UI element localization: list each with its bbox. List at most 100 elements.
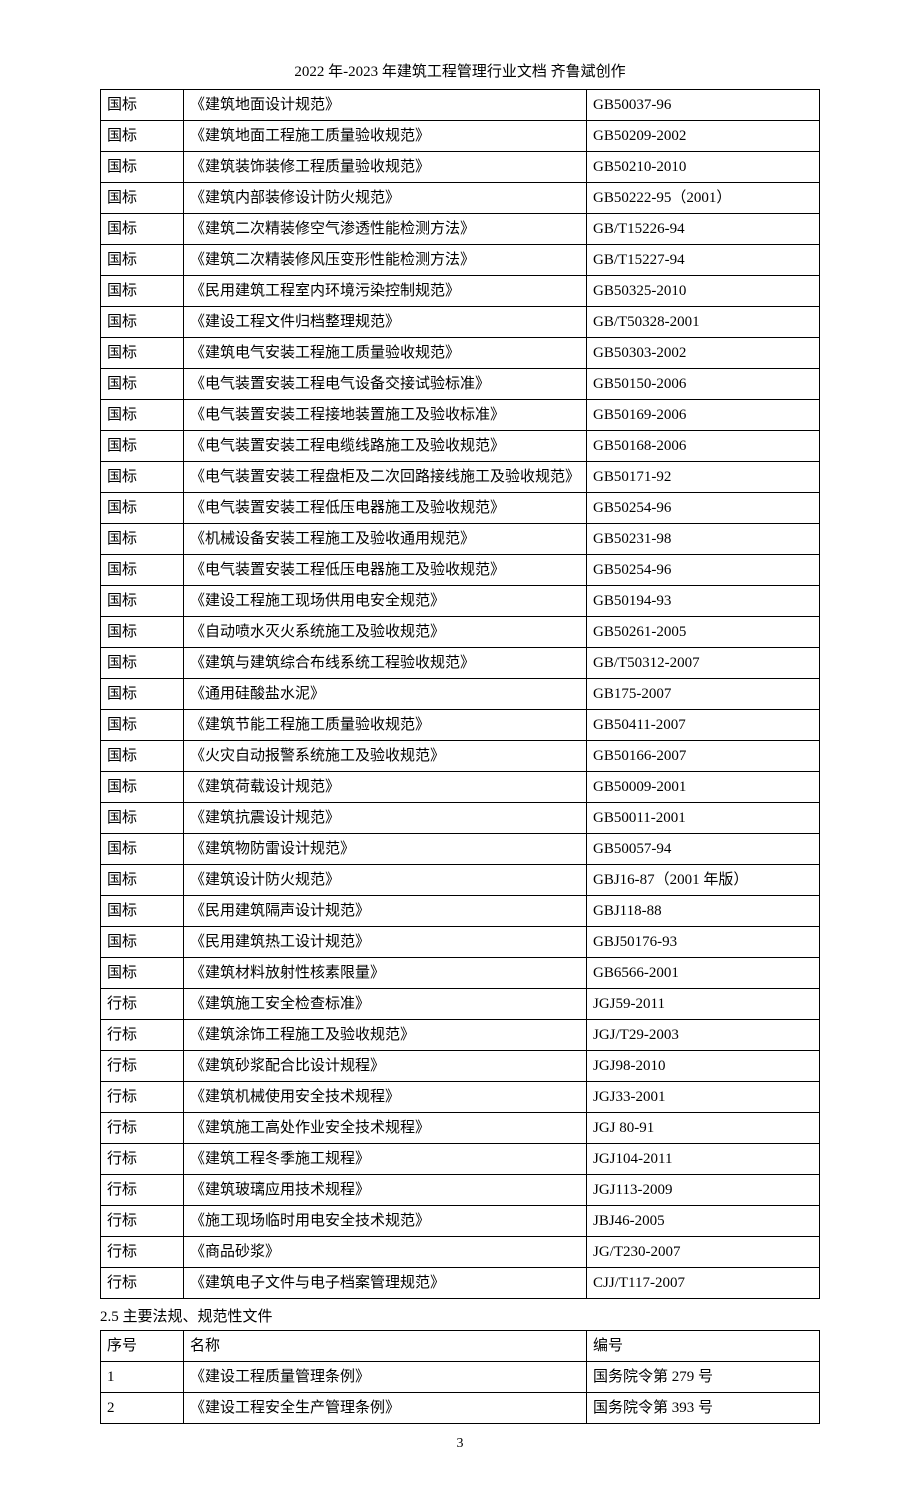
standard-type-cell: 国标 <box>101 400 184 431</box>
standard-name-cell: 《民用建筑热工设计规范》 <box>184 927 587 958</box>
table-row: 国标《民用建筑工程室内环境污染控制规范》GB50325-2010 <box>101 276 820 307</box>
table-row: 国标《建筑装饰装修工程质量验收规范》GB50210-2010 <box>101 152 820 183</box>
standard-code-cell: GBJ16-87（2001 年版） <box>587 865 820 896</box>
standard-name-cell: 《建筑机械使用安全技术规程》 <box>184 1082 587 1113</box>
standard-type-cell: 国标 <box>101 958 184 989</box>
table-row: 国标《通用硅酸盐水泥》GB175-2007 <box>101 679 820 710</box>
standard-name-cell: 《民用建筑工程室内环境污染控制规范》 <box>184 276 587 307</box>
standard-name-cell: 《建筑材料放射性核素限量》 <box>184 958 587 989</box>
standard-type-cell: 国标 <box>101 679 184 710</box>
table-row: 行标《施工现场临时用电安全技术规范》JBJ46-2005 <box>101 1206 820 1237</box>
standard-name-cell: 《建筑地面设计规范》 <box>184 90 587 121</box>
standard-type-cell: 国标 <box>101 276 184 307</box>
standard-type-cell: 行标 <box>101 989 184 1020</box>
standard-type-cell: 国标 <box>101 462 184 493</box>
table-cell: 《建设工程质量管理条例》 <box>184 1362 587 1393</box>
standard-name-cell: 《商品砂浆》 <box>184 1237 587 1268</box>
standard-code-cell: GB50210-2010 <box>587 152 820 183</box>
table-row: 行标《建筑涂饰工程施工及验收规范》JGJ/T29-2003 <box>101 1020 820 1051</box>
standard-type-cell: 行标 <box>101 1237 184 1268</box>
page-number: 3 <box>100 1436 820 1452</box>
table-header-cell: 名称 <box>184 1331 587 1362</box>
standard-name-cell: 《建筑砂浆配合比设计规程》 <box>184 1051 587 1082</box>
document-header: 2022 年-2023 年建筑工程管理行业文档 齐鲁斌创作 <box>100 60 820 81</box>
table-cell: 《建设工程安全生产管理条例》 <box>184 1393 587 1424</box>
standard-code-cell: GB50150-2006 <box>587 369 820 400</box>
standard-type-cell: 行标 <box>101 1020 184 1051</box>
standard-type-cell: 国标 <box>101 834 184 865</box>
table-row: 国标《自动喷水灭火系统施工及验收规范》GB50261-2005 <box>101 617 820 648</box>
standard-name-cell: 《民用建筑隔声设计规范》 <box>184 896 587 927</box>
table-row: 国标《电气装置安装工程电气设备交接试验标准》GB50150-2006 <box>101 369 820 400</box>
standard-code-cell: GB50194-93 <box>587 586 820 617</box>
standard-name-cell: 《火灾自动报警系统施工及验收规范》 <box>184 741 587 772</box>
table-row: 行标《商品砂浆》JG/T230-2007 <box>101 1237 820 1268</box>
table-row: 国标《建筑抗震设计规范》GB50011-2001 <box>101 803 820 834</box>
table-cell: 1 <box>101 1362 184 1393</box>
standards-table: 国标《建筑地面设计规范》GB50037-96国标《建筑地面工程施工质量验收规范》… <box>100 89 820 1299</box>
table-row: 国标《机械设备安装工程施工及验收通用规范》GB50231-98 <box>101 524 820 555</box>
standard-type-cell: 国标 <box>101 865 184 896</box>
standard-type-cell: 行标 <box>101 1206 184 1237</box>
standard-type-cell: 国标 <box>101 927 184 958</box>
standard-name-cell: 《建筑电子文件与电子档案管理规范》 <box>184 1268 587 1299</box>
table-row: 行标《建筑电子文件与电子档案管理规范》CJJ/T117-2007 <box>101 1268 820 1299</box>
standard-code-cell: GB/T50328-2001 <box>587 307 820 338</box>
standard-name-cell: 《建筑与建筑综合布线系统工程验收规范》 <box>184 648 587 679</box>
table-row: 行标《建筑机械使用安全技术规程》JGJ33-2001 <box>101 1082 820 1113</box>
standard-type-cell: 国标 <box>101 245 184 276</box>
table-cell: 2 <box>101 1393 184 1424</box>
standard-type-cell: 国标 <box>101 772 184 803</box>
standard-code-cell: GB50009-2001 <box>587 772 820 803</box>
standard-code-cell: JG/T230-2007 <box>587 1237 820 1268</box>
standard-name-cell: 《电气装置安装工程低压电器施工及验收规范》 <box>184 493 587 524</box>
table-row: 国标《建筑荷载设计规范》GB50009-2001 <box>101 772 820 803</box>
standard-name-cell: 《施工现场临时用电安全技术规范》 <box>184 1206 587 1237</box>
standard-type-cell: 行标 <box>101 1082 184 1113</box>
table-row: 国标《建筑地面设计规范》GB50037-96 <box>101 90 820 121</box>
standard-name-cell: 《建筑装饰装修工程质量验收规范》 <box>184 152 587 183</box>
table-row: 国标《电气装置安装工程接地装置施工及验收标准》GB50169-2006 <box>101 400 820 431</box>
standard-code-cell: GB6566-2001 <box>587 958 820 989</box>
table-header-row: 序号名称编号 <box>101 1331 820 1362</box>
table-row: 国标《电气装置安装工程低压电器施工及验收规范》GB50254-96 <box>101 493 820 524</box>
table-row: 国标《建筑二次精装修风压变形性能检测方法》GB/T15227-94 <box>101 245 820 276</box>
standard-name-cell: 《自动喷水灭火系统施工及验收规范》 <box>184 617 587 648</box>
table-row: 国标《建筑材料放射性核素限量》GB6566-2001 <box>101 958 820 989</box>
standard-name-cell: 《建筑地面工程施工质量验收规范》 <box>184 121 587 152</box>
standard-name-cell: 《建筑施工安全检查标准》 <box>184 989 587 1020</box>
standard-name-cell: 《建筑电气安装工程施工质量验收规范》 <box>184 338 587 369</box>
standard-code-cell: GB50254-96 <box>587 493 820 524</box>
standard-code-cell: GB50222-95（2001） <box>587 183 820 214</box>
standard-name-cell: 《建筑设计防火规范》 <box>184 865 587 896</box>
standard-name-cell: 《电气装置安装工程接地装置施工及验收标准》 <box>184 400 587 431</box>
standard-type-cell: 国标 <box>101 710 184 741</box>
standard-code-cell: GB/T15227-94 <box>587 245 820 276</box>
standard-code-cell: GB50411-2007 <box>587 710 820 741</box>
standard-type-cell: 国标 <box>101 803 184 834</box>
standard-code-cell: JGJ59-2011 <box>587 989 820 1020</box>
standard-name-cell: 《建筑工程冬季施工规程》 <box>184 1144 587 1175</box>
standard-type-cell: 国标 <box>101 896 184 927</box>
standard-code-cell: GB50166-2007 <box>587 741 820 772</box>
standard-code-cell: JGJ/T29-2003 <box>587 1020 820 1051</box>
table-row: 国标《建筑节能工程施工质量验收规范》GB50411-2007 <box>101 710 820 741</box>
standard-code-cell: GB50171-92 <box>587 462 820 493</box>
table-row: 国标《电气装置安装工程电缆线路施工及验收规范》GB50168-2006 <box>101 431 820 462</box>
standard-name-cell: 《建设工程施工现场供用电安全规范》 <box>184 586 587 617</box>
table-row: 国标《建筑二次精装修空气渗透性能检测方法》GB/T15226-94 <box>101 214 820 245</box>
standard-type-cell: 国标 <box>101 493 184 524</box>
table-row: 国标《建设工程文件归档整理规范》GB/T50328-2001 <box>101 307 820 338</box>
standard-type-cell: 国标 <box>101 741 184 772</box>
standard-type-cell: 行标 <box>101 1268 184 1299</box>
section-title: 2.5 主要法规、规范性文件 <box>100 1305 820 1326</box>
table-row: 行标《建筑砂浆配合比设计规程》JGJ98-2010 <box>101 1051 820 1082</box>
table-header-cell: 编号 <box>587 1331 820 1362</box>
standard-type-cell: 行标 <box>101 1144 184 1175</box>
standard-code-cell: GB50057-94 <box>587 834 820 865</box>
standard-code-cell: GB175-2007 <box>587 679 820 710</box>
table-row: 1《建设工程质量管理条例》国务院令第 279 号 <box>101 1362 820 1393</box>
standard-type-cell: 国标 <box>101 431 184 462</box>
standard-type-cell: 国标 <box>101 121 184 152</box>
standard-name-cell: 《建筑内部装修设计防火规范》 <box>184 183 587 214</box>
